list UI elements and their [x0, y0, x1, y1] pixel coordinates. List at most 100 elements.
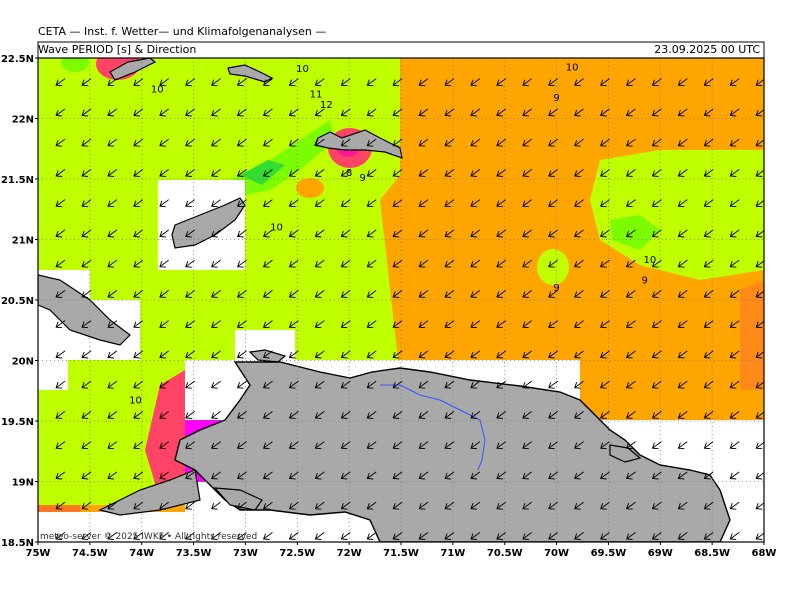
direction-arrow	[314, 229, 325, 238]
direction-arrow	[548, 229, 558, 238]
direction-arrow	[340, 471, 351, 480]
direction-arrow	[729, 411, 740, 419]
direction-arrow	[444, 138, 455, 147]
direction-arrow	[600, 380, 610, 389]
direction-arrow	[366, 229, 377, 238]
direction-arrow	[548, 169, 558, 177]
direction-arrow	[418, 471, 429, 480]
direction-arrow	[703, 199, 714, 208]
direction-arrow	[651, 229, 662, 238]
direction-arrow	[392, 108, 403, 117]
contour-label: 10	[129, 395, 142, 406]
direction-arrow	[314, 501, 325, 510]
direction-arrow	[418, 320, 429, 329]
direction-arrow	[600, 108, 610, 117]
direction-arrow	[548, 471, 558, 480]
lon-tick-label: 69.5W	[591, 548, 627, 559]
direction-arrow	[366, 350, 377, 359]
direction-arrow	[548, 411, 558, 419]
direction-arrow	[185, 259, 195, 268]
direction-arrow	[133, 78, 144, 87]
direction-arrow	[185, 380, 195, 389]
direction-arrow	[600, 501, 610, 510]
direction-arrow	[574, 350, 584, 359]
direction-arrow	[314, 350, 325, 359]
direction-arrow	[107, 169, 118, 177]
period-field-orange-se	[580, 390, 764, 420]
direction-arrow	[677, 78, 688, 87]
direction-arrow	[444, 199, 455, 208]
direction-arrow	[107, 229, 118, 238]
period-field-lime-south	[38, 360, 185, 505]
direction-arrow	[366, 501, 377, 510]
direction-arrow	[211, 350, 221, 359]
direction-arrow	[625, 199, 636, 208]
direction-arrow	[262, 471, 273, 480]
direction-arrow	[314, 259, 325, 268]
direction-arrow	[236, 350, 247, 359]
direction-arrow	[677, 290, 688, 298]
direction-arrow	[392, 138, 403, 147]
direction-arrow	[133, 229, 144, 238]
direction-arrow	[340, 441, 351, 450]
direction-arrow	[444, 501, 455, 510]
contour-label: 12	[320, 100, 333, 111]
direction-arrow	[340, 350, 351, 359]
direction-arrow	[548, 501, 558, 510]
direction-arrow	[677, 320, 688, 329]
direction-arrow	[81, 320, 92, 329]
direction-arrow	[211, 199, 221, 208]
direction-arrow	[236, 259, 247, 268]
lat-tick-label: 21.5N	[1, 175, 34, 186]
direction-arrow	[496, 78, 507, 87]
direction-arrow	[703, 532, 714, 540]
direction-arrow	[159, 169, 169, 177]
direction-arrow	[574, 532, 584, 540]
direction-arrow	[418, 259, 429, 268]
direction-arrow	[366, 320, 377, 329]
direction-arrow	[444, 471, 455, 480]
direction-arrow	[159, 411, 169, 419]
direction-arrow	[548, 108, 558, 117]
direction-arrow	[548, 138, 558, 147]
direction-arrow	[470, 532, 481, 540]
direction-arrow	[366, 169, 377, 177]
direction-arrow	[340, 501, 351, 510]
direction-arrow	[185, 501, 195, 510]
direction-arrow	[522, 380, 532, 389]
direction-arrow	[470, 320, 481, 329]
period-field-green-nw	[61, 58, 89, 72]
lat-tick-label: 21N	[12, 236, 34, 247]
direction-arrow	[55, 320, 66, 329]
direction-arrow	[159, 199, 169, 208]
direction-arrow	[81, 441, 92, 450]
direction-arrow	[288, 532, 299, 540]
direction-arrow	[262, 350, 273, 359]
direction-arrow	[496, 169, 507, 177]
direction-arrow	[625, 441, 636, 450]
caicos-islands	[314, 129, 403, 159]
direction-arrow	[574, 199, 584, 208]
direction-arrow	[444, 411, 455, 419]
direction-arrow	[470, 411, 481, 419]
direction-arrow	[288, 350, 299, 359]
direction-arrow	[81, 78, 92, 87]
direction-arrow	[729, 350, 740, 359]
direction-arrow	[211, 411, 221, 419]
direction-arrow	[211, 108, 221, 117]
direction-arrow	[314, 471, 325, 480]
direction-arrow	[81, 290, 92, 298]
direction-arrow	[470, 108, 481, 117]
period-field-orange-north	[400, 58, 615, 190]
direction-arrow	[625, 350, 636, 359]
direction-arrow	[392, 320, 403, 329]
direction-arrow	[418, 441, 429, 450]
direction-arrow	[625, 229, 636, 238]
direction-arrow	[236, 78, 247, 87]
latitude-labels: 22.5N 22N 21.5N 21N 20.5N 20N 19.5N 19N 18.5N	[1, 54, 38, 549]
contour-label: 9	[553, 93, 559, 104]
direction-arrow	[159, 441, 169, 450]
period-field-orange-blob	[296, 178, 324, 198]
direction-arrow	[444, 229, 455, 238]
direction-arrow	[236, 380, 247, 389]
